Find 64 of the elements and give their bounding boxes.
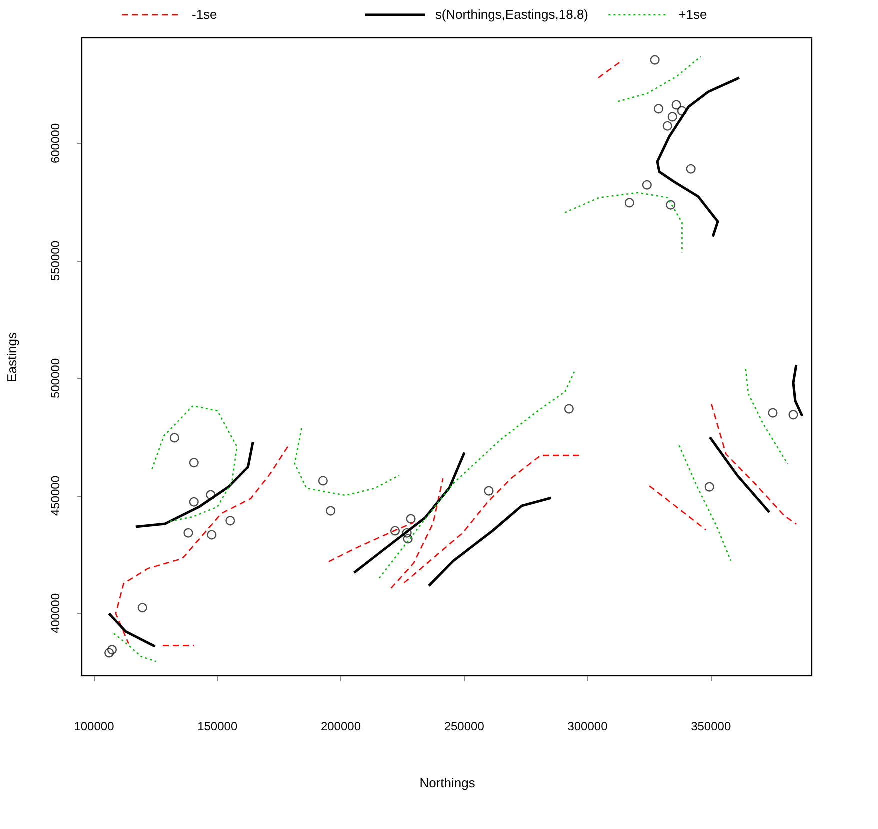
legend-label: -1se (192, 7, 218, 22)
point (650, 55, 660, 65)
point (624, 198, 634, 208)
point (677, 106, 687, 116)
legend-label: +1se (678, 7, 708, 22)
y-axis-title: Eastings (4, 332, 20, 382)
point (788, 410, 798, 420)
line-series (115, 446, 289, 644)
point (406, 514, 416, 524)
point (104, 648, 114, 658)
point (390, 526, 400, 536)
line-series (134, 440, 254, 528)
line-series (113, 633, 157, 662)
line-series (328, 522, 414, 562)
line-series (710, 403, 798, 525)
legend-label: s(Northings,Eastings,18.8) (435, 7, 589, 22)
y-tick-label: 450000 (48, 476, 62, 516)
x-tick-label: 250000 (444, 720, 485, 734)
x-tick-label: 150000 (198, 720, 238, 734)
line-series (792, 364, 804, 418)
point (138, 603, 148, 613)
line-series (390, 478, 444, 589)
point (654, 104, 664, 114)
y-tick-label: 400000 (48, 593, 62, 634)
line-series (745, 368, 788, 465)
y-tick-label: 550000 (48, 240, 62, 282)
x-axis-title: Northings (420, 776, 476, 790)
point (170, 433, 180, 443)
line-series (353, 452, 466, 574)
point (189, 458, 199, 468)
x-tick-label: 350000 (691, 720, 732, 734)
point (184, 528, 194, 538)
point (704, 482, 714, 492)
point (686, 164, 696, 174)
x-tick-label: 300000 (568, 720, 608, 734)
point (484, 486, 494, 496)
point (642, 180, 652, 190)
point (226, 516, 236, 526)
point (672, 100, 682, 110)
line-series (403, 454, 580, 584)
line-series (617, 56, 702, 102)
point (318, 476, 328, 486)
point (207, 530, 217, 540)
point (662, 121, 672, 131)
point (668, 112, 678, 122)
point (189, 497, 199, 507)
y-tick-label: 500000 (48, 358, 62, 399)
point (107, 645, 118, 655)
point (206, 490, 216, 500)
x-tick-label: 200000 (320, 720, 362, 734)
point (564, 404, 574, 414)
point (402, 528, 412, 538)
point (326, 506, 336, 516)
line-series (678, 445, 732, 562)
line-series (564, 192, 683, 254)
x-tick-label: 100000 (74, 720, 115, 734)
line-series (294, 428, 400, 496)
y-tick-label: 600000 (48, 123, 62, 164)
point (768, 408, 778, 418)
line-series (656, 76, 741, 238)
point (403, 534, 413, 544)
line-series (428, 496, 552, 588)
point (666, 200, 676, 210)
line-series (152, 405, 238, 522)
